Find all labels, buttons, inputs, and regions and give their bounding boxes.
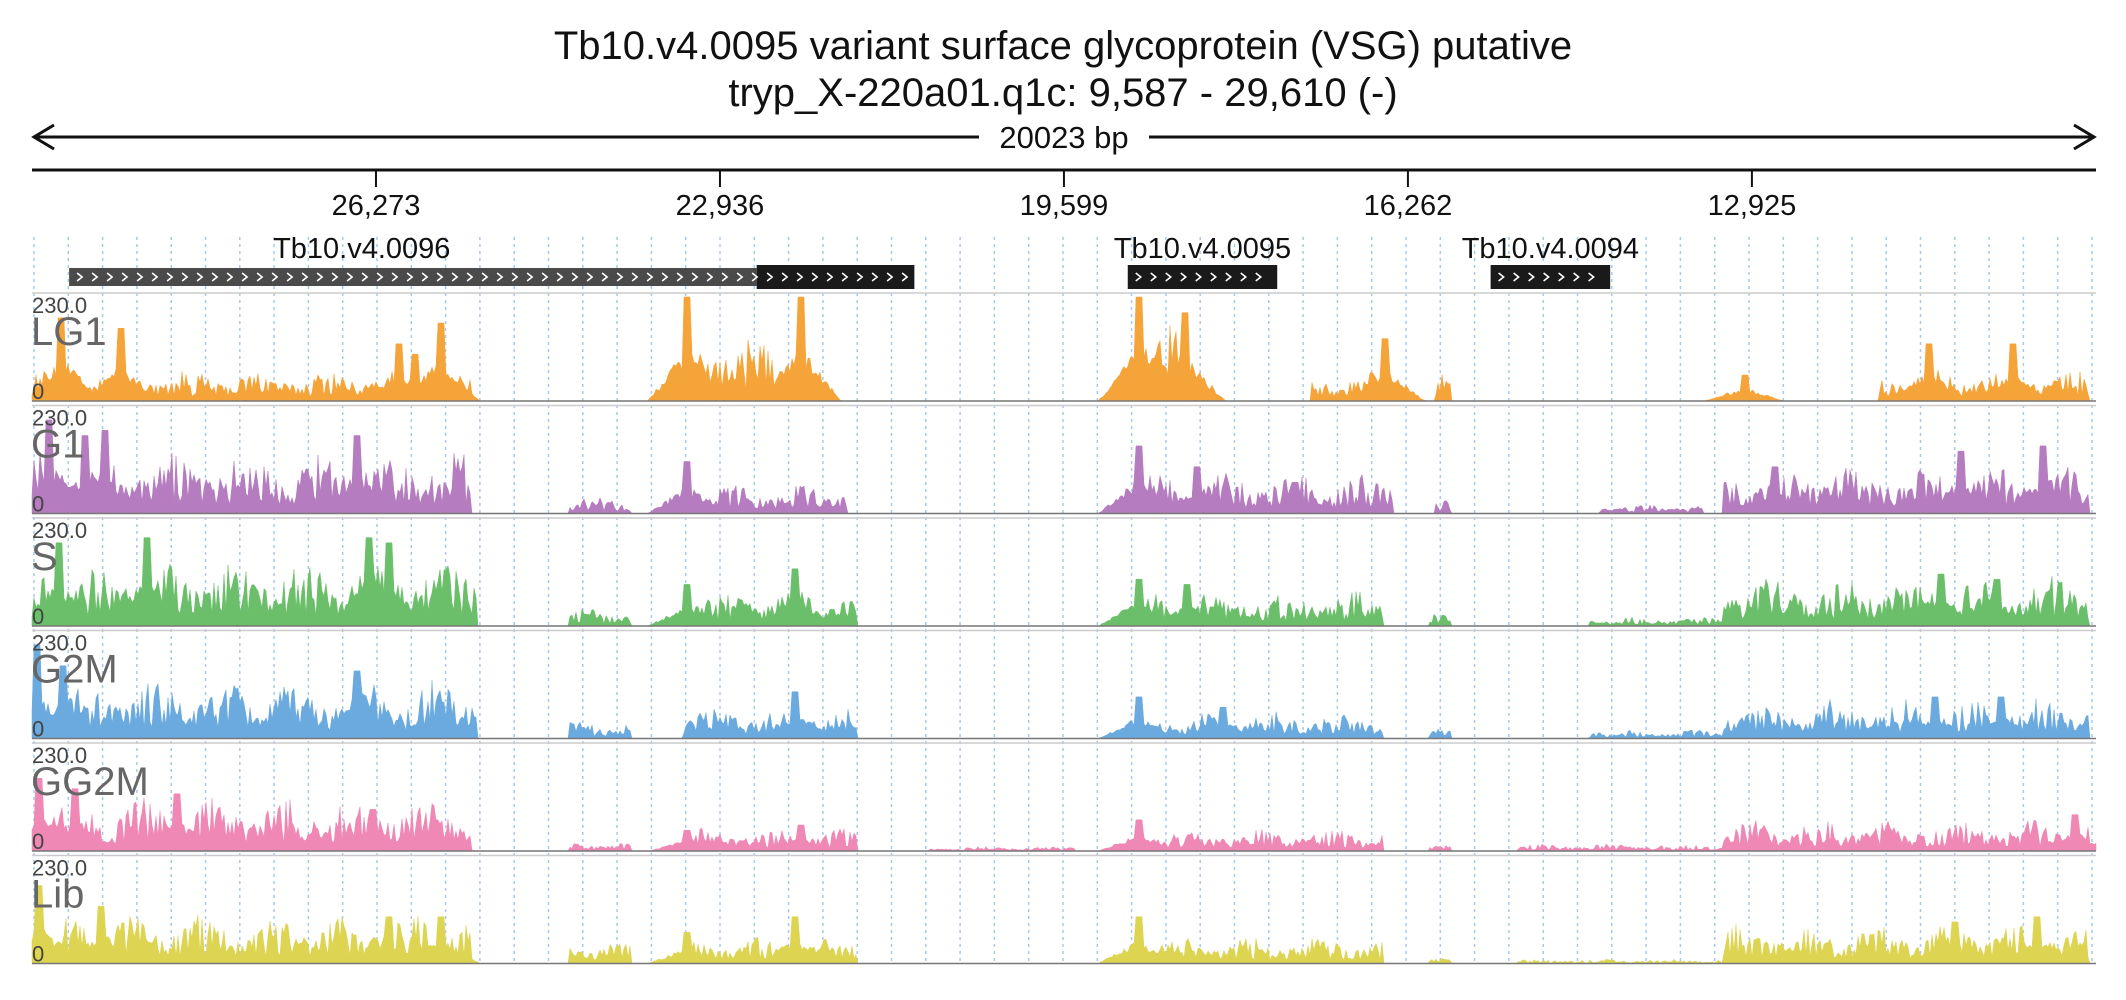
track-y-min-label: 0 bbox=[32, 717, 44, 742]
gene-cds-bar bbox=[756, 265, 915, 289]
coverage-area bbox=[31, 296, 2096, 402]
gene-cds-bar bbox=[1490, 265, 1611, 289]
track-y-max-label: 230.0 bbox=[32, 406, 87, 431]
track-y-min-label: 0 bbox=[32, 492, 44, 517]
track-y-min-label: 0 bbox=[32, 942, 44, 967]
gene-label: Tb10.v4.0094 bbox=[1462, 233, 1639, 265]
track-y-min-label: 0 bbox=[32, 379, 44, 404]
span-label-bg bbox=[979, 120, 1149, 154]
span-length-label: 20023 bp bbox=[999, 120, 1128, 155]
track-y-max-label: 230.0 bbox=[32, 293, 87, 318]
track-y-min-label: 0 bbox=[32, 829, 44, 854]
track-y-max-label: 230.0 bbox=[32, 518, 87, 543]
track-y-max-label: 230.0 bbox=[32, 856, 87, 881]
ruler-tick-label: 26,273 bbox=[332, 190, 421, 222]
coverage-area bbox=[31, 885, 2096, 964]
gene-strand-chevrons bbox=[1135, 272, 1263, 282]
ruler-tick-label: 19,599 bbox=[1020, 190, 1109, 222]
track-y-max-label: 230.0 bbox=[32, 743, 87, 768]
chart-subtitle: tryp_X-220a01.q1c: 9,587 - 29,610 (-) bbox=[728, 71, 1398, 115]
track-y-max-label: 230.0 bbox=[32, 631, 87, 656]
track-name: GG2M bbox=[31, 760, 149, 804]
ruler-tick-label: 12,925 bbox=[1708, 190, 1797, 222]
span-arrow-right-head bbox=[2073, 123, 2097, 151]
coverage-area bbox=[31, 777, 2097, 852]
chart-title: Tb10.v4.0095 variant surface glycoprotei… bbox=[553, 24, 1573, 68]
ruler-tick-label: 22,936 bbox=[676, 190, 765, 222]
ruler-tick-label: 16,262 bbox=[1364, 190, 1453, 222]
span-arrow-left-head bbox=[31, 123, 55, 151]
coverage-area bbox=[31, 537, 2096, 627]
gene-label: Tb10.v4.0096 bbox=[273, 233, 450, 265]
track-y-min-label: 0 bbox=[32, 604, 44, 629]
gene-strand-chevrons bbox=[1498, 272, 1595, 282]
track-name: G1 bbox=[31, 423, 84, 467]
track-name: G2M bbox=[31, 648, 118, 692]
coverage-area bbox=[31, 644, 2096, 739]
gene-cds-bar bbox=[1127, 265, 1278, 289]
track-name: S bbox=[31, 535, 58, 579]
gene-strand-chevrons bbox=[76, 272, 909, 282]
coverage-area bbox=[31, 419, 2096, 514]
gene-label: Tb10.v4.0095 bbox=[1114, 233, 1291, 265]
track-name: Lib bbox=[31, 873, 84, 917]
track-name: LG1 bbox=[31, 310, 107, 354]
